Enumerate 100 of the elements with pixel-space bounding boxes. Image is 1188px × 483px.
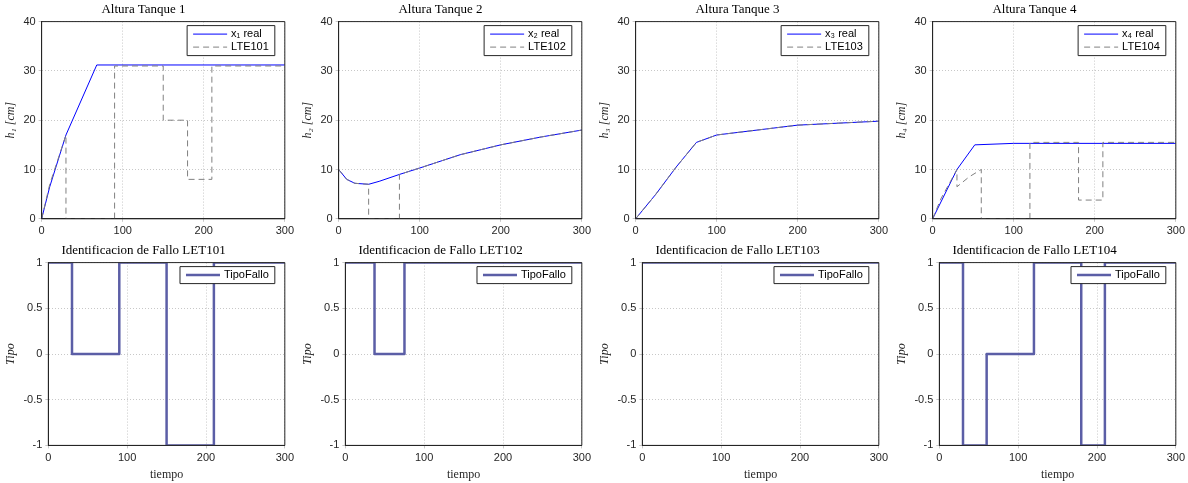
y-tick-label: -1 [626,438,637,451]
x-tick-label: 300 [869,224,888,237]
x-tick-label: 200 [1085,224,1104,237]
y-tick-label: 40 [914,14,927,27]
y-tick-label: 10 [617,162,630,175]
chart-title: Altura Tanque 2 [398,1,483,17]
y-tick-label: -1 [923,438,934,451]
legend-label: LTE101 [231,40,269,53]
x-axis-title: tiempo [743,466,778,481]
y-tick-label: 30 [617,63,630,76]
y-tick-label: 30 [320,63,333,76]
y-tick-label: 0.5 [27,301,43,314]
y-tick-label: -0.5 [617,392,637,405]
x-tick-label: 200 [196,451,216,464]
y-tick-label: 20 [617,113,630,126]
legend-label: TipoFallo [520,268,566,281]
x-tick-label: 200 [493,451,513,464]
y-tick-label: 10 [320,162,333,175]
x-tick-label: 100 [113,224,132,237]
legend-label: LTE103 [825,40,863,53]
x-tick-label: 300 [1166,224,1185,237]
y-axis-title: Tipo [597,343,612,365]
x-tick-label: 300 [275,224,294,237]
y-tick-label: 40 [23,14,36,27]
y-axis-title: Tipo [300,343,315,365]
legend-label: TipoFallo [817,268,863,281]
x-tick-label: 100 [410,224,429,237]
x-tick-label: 100 [712,451,731,464]
chart-title: Altura Tanque 1 [101,1,186,17]
y-tick-label: 0 [29,211,36,224]
legend-label: x₂ real [528,27,560,40]
y-tick-label: 30 [23,63,36,76]
y-tick-label: 40 [320,14,333,27]
y-tick-label: 30 [914,63,927,76]
y-axis-title: h₄ [cm] [894,101,909,139]
x-tick-label: 200 [194,224,213,237]
x-tick-label: 200 [491,224,510,237]
x-tick-label: 300 [572,451,591,464]
y-tick-label: 20 [320,113,333,126]
y-tick-label: 20 [914,113,927,126]
y-tick-label: 0 [920,211,927,224]
legend-label: TipoFallo [1114,268,1160,281]
x-tick-label: 200 [788,224,807,237]
chart-title: Altura Tanque 4 [992,1,1078,17]
legend-label: LTE104 [1122,40,1160,53]
x-tick-label: 100 [707,224,726,237]
chart-title: Identificacion de Fallo LET102 [358,242,523,258]
x-tick-label: 300 [1166,451,1185,464]
y-axis-title: h₂ [cm] [300,101,315,139]
y-tick-label: 0.5 [918,301,934,314]
y-tick-label: 0 [927,347,934,360]
y-tick-label: 1 [630,255,637,268]
y-tick-label: 0.5 [324,301,340,314]
y-tick-label: -0.5 [23,392,43,405]
y-axis-title: h₃ [cm] [597,101,612,139]
chart-title: Identificacion de Fallo LET101 [61,242,226,258]
x-tick-label: 200 [1087,451,1107,464]
legend-label: LTE102 [528,40,566,53]
y-tick-label: 0 [623,211,630,224]
y-tick-label: 10 [23,162,36,175]
x-tick-label: 100 [415,451,434,464]
x-tick-label: 0 [342,451,349,464]
x-tick-label: 0 [45,451,52,464]
y-tick-label: -0.5 [914,392,934,405]
x-axis-title: tiempo [149,466,184,481]
legend-label: x₃ real [825,27,857,40]
chart-title: Identificacion de Fallo LET104 [952,242,1118,258]
y-tick-label: 1 [927,255,934,268]
x-tick-label: 300 [572,224,591,237]
y-tick-label: 0 [36,347,43,360]
x-axis-title: tiempo [1040,466,1075,481]
y-axis-title: Tipo [3,343,18,365]
x-tick-label: 300 [275,451,294,464]
y-axis-title: h₁ [cm] [3,101,18,139]
x-tick-label: 100 [118,451,137,464]
legend-label: x₄ real [1122,27,1154,40]
chart-title: Identificacion de Fallo LET103 [655,242,820,258]
y-tick-label: 1 [36,255,43,268]
y-tick-label: -1 [32,438,43,451]
x-tick-label: 0 [639,451,646,464]
x-tick-label: 100 [1004,224,1023,237]
y-tick-label: 0 [630,347,637,360]
x-tick-label: 0 [936,451,943,464]
x-axis-title: tiempo [446,466,481,481]
legend-label: TipoFallo [223,268,269,281]
y-tick-label: -0.5 [320,392,340,405]
y-tick-label: 0.5 [621,301,637,314]
y-tick-label: 20 [23,113,36,126]
x-tick-label: 100 [1009,451,1028,464]
legend-label: x₁ real [231,27,262,40]
y-tick-label: 10 [914,162,927,175]
y-tick-label: 1 [333,255,340,268]
y-tick-label: 0 [333,347,340,360]
y-tick-label: 40 [617,14,630,27]
chart-title: Altura Tanque 3 [695,1,780,17]
y-tick-label: 0 [326,211,333,224]
y-axis-title: Tipo [894,343,909,365]
x-tick-label: 300 [869,451,888,464]
x-tick-label: 200 [790,451,810,464]
y-tick-label: -1 [329,438,340,451]
